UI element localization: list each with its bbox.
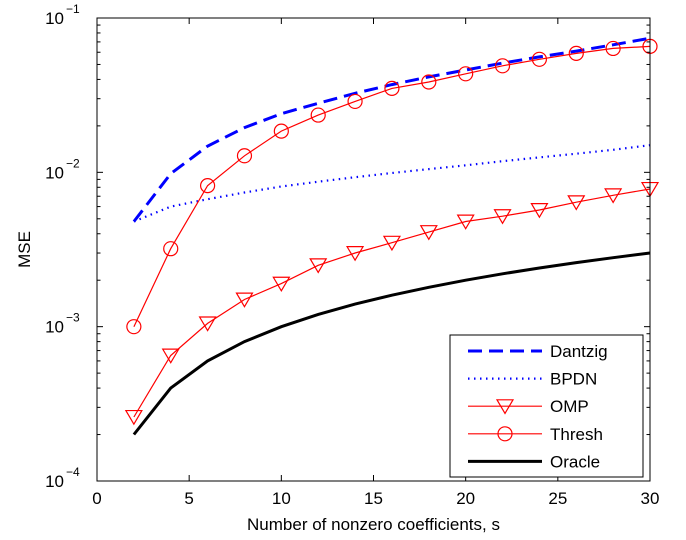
y-tick-exponent: −4: [66, 465, 80, 479]
data-point-omp: [272, 276, 291, 293]
data-point-omp: [161, 348, 180, 364]
legend-label-dantzig: Dantzig: [550, 342, 608, 361]
x-tick-label: 0: [92, 489, 101, 508]
series-line-oracle: [132, 251, 651, 436]
data-point-omp: [456, 214, 475, 230]
series-dantzig: [132, 36, 651, 223]
data-point-omp: [198, 316, 217, 332]
data-point-omp: [493, 209, 512, 225]
x-tick-label: 20: [456, 489, 475, 508]
y-tick-label: 10: [45, 163, 64, 182]
y-tick-label: 10: [45, 318, 64, 337]
x-tick-label: 15: [364, 489, 383, 508]
legend-label-oracle: Oracle: [550, 452, 600, 471]
series-thresh: [126, 38, 658, 335]
legend-label-thresh: Thresh: [550, 425, 603, 444]
data-point-omp: [419, 225, 438, 241]
data-point-thresh: [458, 66, 474, 82]
y-tick-exponent: −1: [66, 2, 80, 16]
legend-marker-omp: [495, 399, 515, 415]
legend-label-bpdn: BPDN: [550, 370, 597, 389]
data-point-omp: [604, 188, 623, 204]
data-point-thresh: [236, 148, 253, 164]
data-point-thresh: [384, 80, 400, 96]
data-point-omp: [530, 203, 549, 219]
data-point-thresh: [163, 241, 179, 257]
y-tick-label: 10: [45, 9, 64, 28]
y-tick-label: 10: [45, 472, 64, 491]
data-point-thresh: [531, 51, 548, 67]
series-line-omp: [133, 188, 651, 418]
data-point-thresh: [421, 74, 437, 90]
data-point-thresh: [605, 40, 621, 57]
series-layer: [124, 36, 660, 436]
legend: Dantzig BPDN OMP Thresh Oracle: [449, 334, 644, 478]
legend-label-omp: OMP: [550, 397, 589, 416]
data-point-omp: [235, 292, 254, 308]
x-tick-label: 5: [184, 489, 193, 508]
series-omp: [124, 181, 660, 426]
y-axis-label: MSE: [15, 231, 34, 268]
y-tick-exponent: −2: [66, 156, 80, 170]
data-point-omp: [309, 258, 328, 274]
data-point-thresh: [126, 319, 142, 335]
data-point-thresh: [273, 123, 289, 139]
x-tick-label: 30: [641, 489, 660, 508]
data-point-thresh: [200, 178, 216, 194]
series-line-thresh: [133, 45, 651, 327]
data-point-thresh: [310, 107, 326, 123]
data-point-omp: [346, 246, 365, 262]
data-point-omp: [124, 409, 143, 426]
x-tick-label: 25: [548, 489, 567, 508]
data-point-thresh: [347, 93, 363, 110]
series-line-dantzig: [132, 36, 651, 223]
x-axis-label: Number of nonzero coefficients, s: [247, 515, 500, 534]
data-point-omp: [382, 235, 401, 252]
legend-marker-thresh: [497, 426, 513, 442]
x-tick-label: 10: [272, 489, 291, 508]
data-point-omp: [567, 195, 586, 211]
data-point-thresh: [568, 45, 584, 61]
y-tick-exponent: −3: [66, 311, 80, 325]
data-point-thresh: [494, 58, 511, 74]
series-oracle: [132, 251, 651, 436]
